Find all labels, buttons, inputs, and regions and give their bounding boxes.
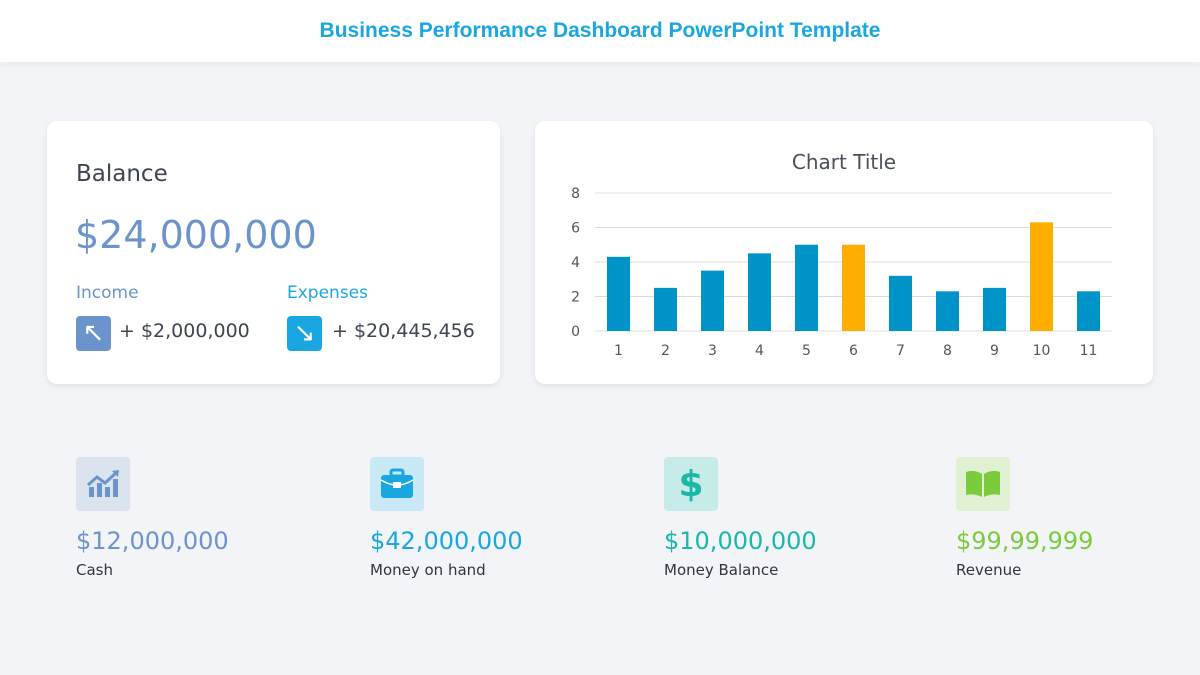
book-icon xyxy=(956,457,1010,511)
x-tick-label: 1 xyxy=(614,343,623,359)
kpi-revenue: $99,99,999 Revenue xyxy=(956,457,1093,579)
kpi-amount: $42,000,000 xyxy=(370,527,523,555)
bar xyxy=(842,244,865,331)
bar xyxy=(607,256,630,331)
x-tick-label: 7 xyxy=(896,343,905,359)
kpi-amount: $10,000,000 xyxy=(664,527,817,555)
x-tick-label: 10 xyxy=(1033,343,1051,359)
kpi-label: Cash xyxy=(76,561,113,579)
x-tick-label: 2 xyxy=(661,343,670,359)
bar xyxy=(983,287,1006,331)
balance-card: Balance $24,000,000 Income ↖ + $2,000,00… xyxy=(47,121,500,384)
bar xyxy=(748,253,771,331)
bar xyxy=(1030,222,1053,331)
y-tick-label: 8 xyxy=(571,186,580,202)
briefcase-icon xyxy=(370,457,424,511)
chart-title: Chart Title xyxy=(791,150,897,174)
x-tick-label: 3 xyxy=(708,343,717,359)
kpi-label: Revenue xyxy=(956,561,1022,579)
expenses-label: Expenses xyxy=(287,283,368,303)
kpi-label: Money on hand xyxy=(370,561,486,579)
kpi-money-balance: $ $10,000,000 Money Balance xyxy=(664,457,817,579)
chart-growth-icon xyxy=(76,457,130,511)
bar-chart: 0 2 4 6 8 1 2 3 4 5 6 7 8 9 10 11 xyxy=(571,186,1112,359)
income-label: Income xyxy=(76,283,139,303)
bar xyxy=(889,275,912,331)
arrow-down-right-icon: ↘ xyxy=(287,316,322,351)
dollar-icon: $ xyxy=(664,457,718,511)
page-title: Business Performance Dashboard PowerPoin… xyxy=(319,19,881,42)
x-tick-label: 4 xyxy=(755,343,764,359)
x-tick-label: 5 xyxy=(802,343,811,359)
bar xyxy=(936,291,959,331)
balance-amount: $24,000,000 xyxy=(75,213,317,257)
bar xyxy=(795,244,818,331)
chart-card: Chart Title 0 2 4 6 8 1 2 3 4 5 6 7 8 9 10 11 xyxy=(535,121,1153,384)
y-tick-label: 6 xyxy=(571,221,580,237)
balance-title: Balance xyxy=(76,161,168,187)
kpi-money-on-hand: $42,000,000 Money on hand xyxy=(370,457,523,579)
y-tick-label: 0 xyxy=(571,324,580,340)
y-tick-label: 4 xyxy=(571,255,580,271)
kpi-label: Money Balance xyxy=(664,561,779,579)
kpi-amount: $99,99,999 xyxy=(956,527,1094,555)
bar xyxy=(701,270,724,331)
bar xyxy=(1077,291,1100,331)
kpi-amount: $12,000,000 xyxy=(76,527,229,555)
kpi-cash: $12,000,000 Cash xyxy=(76,457,229,579)
expenses-value: + $20,445,456 xyxy=(332,320,475,342)
income-value: + $2,000,000 xyxy=(119,320,250,342)
header: Business Performance Dashboard PowerPoin… xyxy=(0,0,1200,62)
x-tick-label: 11 xyxy=(1080,343,1098,359)
arrow-up-left-icon: ↖ xyxy=(76,316,111,351)
x-tick-label: 8 xyxy=(943,343,952,359)
x-tick-label: 9 xyxy=(990,343,999,359)
y-tick-label: 2 xyxy=(571,290,580,306)
x-tick-label: 6 xyxy=(849,343,858,359)
bar xyxy=(654,287,677,331)
